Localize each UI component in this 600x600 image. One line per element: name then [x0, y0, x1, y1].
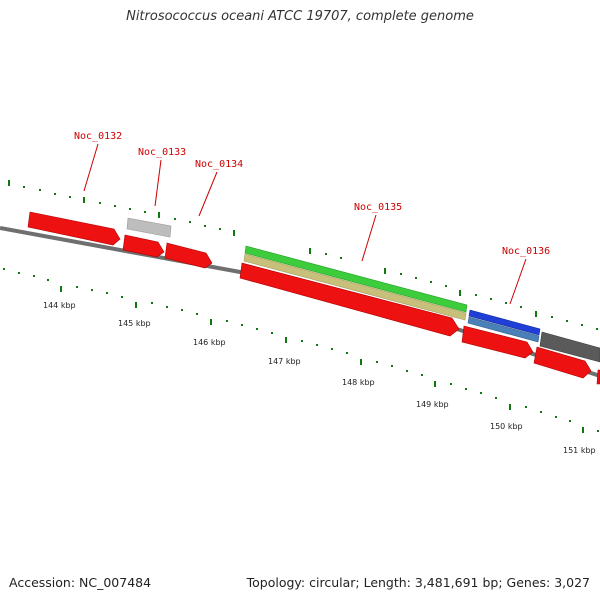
feature-noc-0135-green[interactable]: [244, 245, 468, 313]
feature-noc-0133[interactable]: [126, 217, 172, 238]
cds-noc-0133[interactable]: [122, 234, 165, 258]
kbp-label: 148 kbp: [342, 378, 375, 387]
feature-dark[interactable]: [539, 331, 600, 363]
outer-scale-ticks: [8, 180, 598, 330]
cds-noc-0134[interactable]: [164, 242, 213, 269]
kbp-label: 151 kbp: [563, 446, 596, 455]
inner-scale-ticks: [3, 268, 599, 433]
kbp-label: 146 kbp: [193, 338, 226, 347]
gene-label-noc-0134[interactable]: Noc_0134: [195, 159, 243, 170]
upper-features: [126, 217, 600, 363]
kbp-label: 149 kbp: [416, 400, 449, 409]
map-title: Nitrosococcus oceani ATCC 19707, complet…: [126, 9, 474, 24]
kbp-label: 150 kbp: [490, 422, 523, 431]
outer-scale-dots: [23, 186, 598, 330]
kbp-label: 147 kbp: [268, 357, 301, 366]
inner-scale-dots: [3, 268, 599, 432]
kbp-label: 145 kbp: [118, 319, 151, 328]
gene-label-noc-0133[interactable]: Noc_0133: [138, 147, 186, 158]
gene-label-noc-0132[interactable]: Noc_0132: [74, 131, 122, 142]
label-leaders: [83, 143, 527, 305]
kbp-label: 144 kbp: [43, 301, 76, 310]
feature-noc-0136-blue[interactable]: [468, 309, 541, 336]
cds-arrows: [27, 211, 600, 385]
cds-noc-0132[interactable]: [27, 211, 121, 246]
accession-text: Accession: NC_007484: [9, 575, 152, 590]
cds-next-2[interactable]: [596, 369, 600, 385]
gene-label-noc-0135[interactable]: Noc_0135: [354, 202, 402, 213]
feature-noc-0136-steel[interactable]: [467, 316, 540, 343]
cds-noc-0136[interactable]: [461, 325, 534, 359]
cds-noc-0135[interactable]: [239, 262, 460, 337]
feature-noc-0135-olive[interactable]: [243, 253, 467, 321]
summary-text: Topology: circular; Length: 3,481,691 bp…: [246, 575, 590, 590]
gene-label-noc-0136[interactable]: Noc_0136: [502, 246, 550, 257]
cds-next-1[interactable]: [533, 346, 592, 379]
